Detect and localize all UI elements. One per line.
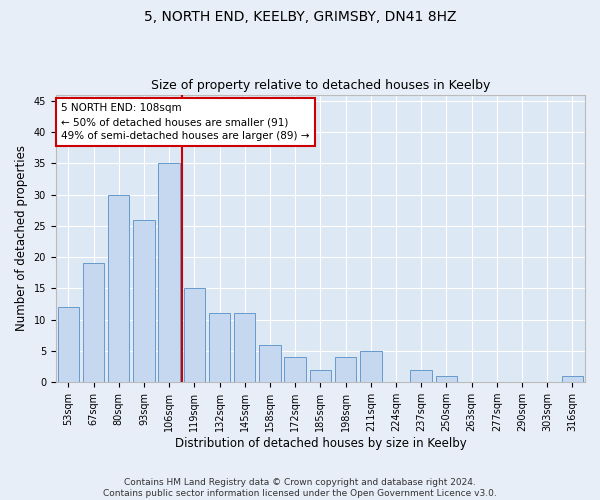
Text: Contains HM Land Registry data © Crown copyright and database right 2024.
Contai: Contains HM Land Registry data © Crown c… [103,478,497,498]
Bar [133,220,155,382]
Bar [259,344,281,382]
Bar [436,376,457,382]
Bar [209,314,230,382]
Bar [83,264,104,382]
Text: 5, NORTH END, KEELBY, GRIMSBY, DN41 8HZ: 5, NORTH END, KEELBY, GRIMSBY, DN41 8HZ [144,10,456,24]
Bar [184,288,205,382]
Bar [158,164,180,382]
Bar [360,351,382,382]
Bar [410,370,432,382]
Bar [58,307,79,382]
Text: 5 NORTH END: 108sqm
← 50% of detached houses are smaller (91)
49% of semi-detach: 5 NORTH END: 108sqm ← 50% of detached ho… [61,103,310,141]
Bar [108,194,130,382]
Bar [310,370,331,382]
Bar [562,376,583,382]
Bar [284,357,306,382]
Title: Size of property relative to detached houses in Keelby: Size of property relative to detached ho… [151,79,490,92]
Bar [335,357,356,382]
Bar [234,314,256,382]
X-axis label: Distribution of detached houses by size in Keelby: Distribution of detached houses by size … [175,437,466,450]
Y-axis label: Number of detached properties: Number of detached properties [15,146,28,332]
